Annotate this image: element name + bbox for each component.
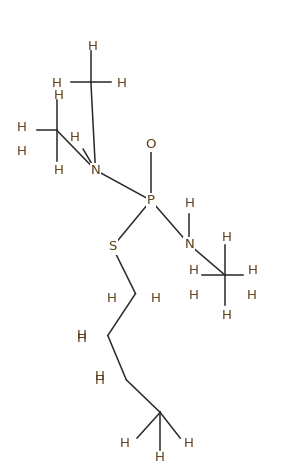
Text: H: H: [184, 197, 194, 210]
Text: H: H: [189, 289, 199, 302]
Text: H: H: [183, 437, 193, 450]
Text: H: H: [107, 292, 117, 305]
Text: H: H: [95, 370, 105, 384]
Text: H: H: [52, 77, 62, 90]
Text: O: O: [146, 138, 156, 151]
Text: S: S: [108, 240, 117, 254]
Text: H: H: [95, 374, 105, 387]
Text: H: H: [16, 144, 26, 158]
Text: H: H: [151, 292, 161, 305]
Text: H: H: [247, 264, 257, 277]
Text: H: H: [221, 231, 231, 244]
Text: N: N: [91, 164, 100, 177]
Text: H: H: [54, 89, 63, 102]
Text: H: H: [221, 308, 231, 322]
Text: N: N: [184, 238, 194, 251]
Text: H: H: [70, 131, 80, 144]
Text: H: H: [76, 332, 86, 345]
Text: H: H: [87, 40, 97, 53]
Text: H: H: [117, 77, 127, 90]
Text: H: H: [76, 329, 86, 342]
Text: H: H: [155, 451, 165, 464]
Text: H: H: [54, 164, 63, 177]
Text: H: H: [120, 437, 129, 450]
Text: H: H: [189, 264, 199, 277]
Text: P: P: [147, 194, 155, 207]
Text: H: H: [16, 121, 26, 134]
Text: H: H: [246, 289, 256, 302]
